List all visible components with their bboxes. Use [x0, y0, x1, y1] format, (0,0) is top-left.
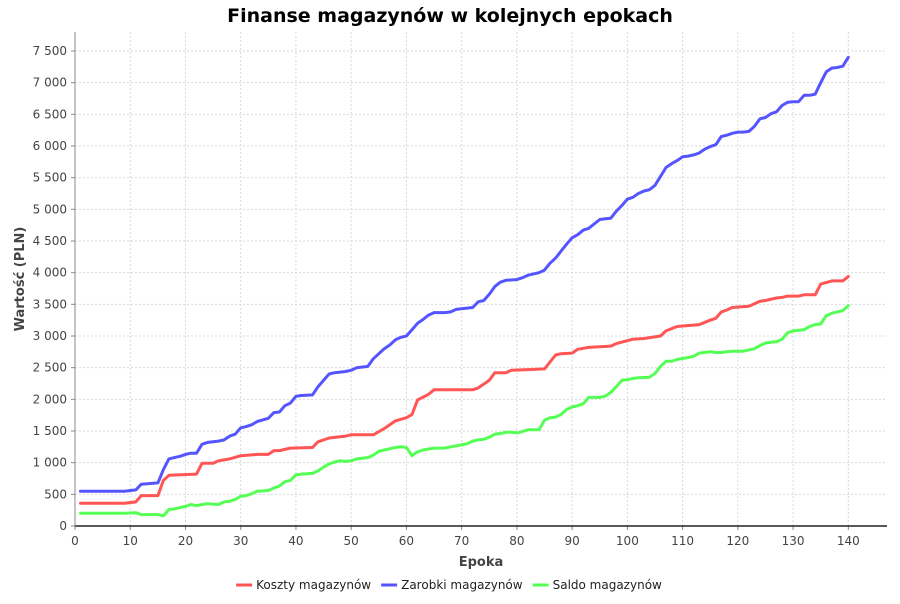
series-line-3 [79, 304, 850, 518]
y-axis-ticks: 0 500 1 000 1 500 2 000 2 500 3 000 3 500 4 000 4… [33, 44, 75, 533]
y-tick-label: 4 500 [33, 234, 67, 248]
y-tick-label: 4 000 [33, 266, 67, 280]
y-tick-label: 5 000 [33, 202, 67, 216]
y-tick-label: 2 000 [33, 392, 67, 406]
y-tick-label: 3 000 [33, 329, 67, 343]
legend: Koszty magazynów Zarobki magazynów Saldo m… [236, 578, 662, 592]
y-tick-label: 0 [59, 519, 67, 533]
x-tick-label: 110 [671, 534, 694, 548]
x-axis-label: Epoka [459, 555, 504, 570]
x-tick-label: 20 [178, 534, 193, 548]
series-line-1 [79, 275, 850, 505]
x-tick-label: 90 [565, 534, 580, 548]
x-tick-label: 60 [399, 534, 414, 548]
y-tick-label: 1 000 [33, 456, 67, 470]
y-tick-label: 7 000 [33, 76, 67, 90]
y-tick-label: 5 500 [33, 171, 67, 185]
x-tick-label: 120 [726, 534, 749, 548]
y-tick-label: 2 500 [33, 361, 67, 375]
series-layer [79, 55, 850, 518]
x-tick-label: 30 [233, 534, 248, 548]
x-tick-label: 10 [123, 534, 138, 548]
y-tick-label: 1 500 [33, 424, 67, 438]
x-tick-label: 40 [288, 534, 303, 548]
legend-item-1: Koszty magazynów [236, 578, 371, 592]
x-tick-label: 130 [782, 534, 805, 548]
y-tick-label: 500 [44, 487, 67, 501]
x-tick-label: 140 [837, 534, 860, 548]
x-axis-ticks: 0 10 20 30 40 50 60 70 80 90 100 110 120 130 140 [71, 526, 860, 548]
y-tick-label: 7 500 [33, 44, 67, 58]
x-tick-label: 0 [71, 534, 79, 548]
x-tick-label: 50 [344, 534, 359, 548]
chart-title: Finanse magazynów w kolejnych epokach [227, 5, 673, 27]
y-tick-label: 6 500 [33, 107, 67, 121]
x-tick-label: 80 [509, 534, 524, 548]
x-tick-label: 70 [454, 534, 469, 548]
series-line-2 [79, 55, 850, 493]
legend-label: Zarobki magazynów [401, 578, 523, 592]
y-axis-label: Wartość (PLN) [13, 227, 28, 332]
x-tick-label: 100 [616, 534, 639, 548]
legend-label: Koszty magazynów [256, 578, 371, 592]
y-tick-label: 3 500 [33, 297, 67, 311]
legend-label: Saldo magazynów [553, 578, 662, 592]
legend-item-2: Zarobki magazynów [381, 578, 523, 592]
legend-item-3: Saldo magazynów [532, 578, 662, 592]
y-tick-label: 6 000 [33, 139, 67, 153]
